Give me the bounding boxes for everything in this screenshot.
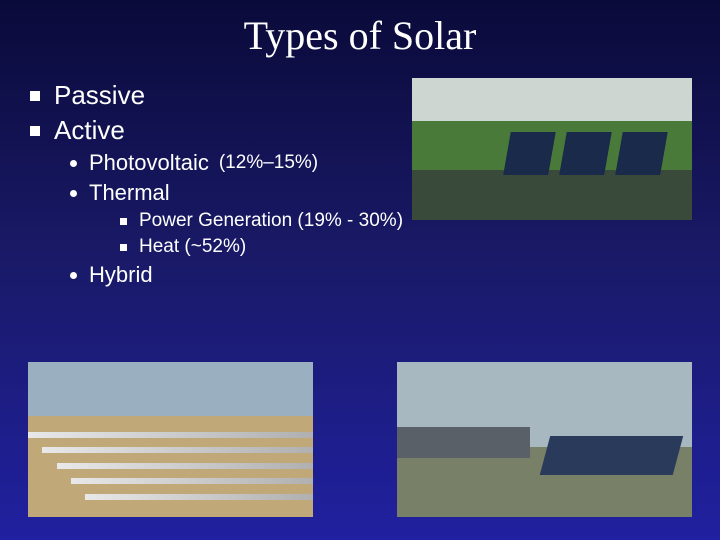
bullet-text: Thermal (89, 180, 170, 206)
square-bullet-icon (120, 244, 127, 251)
image-floating-pv (412, 78, 692, 220)
bullet-heat: Heat (~52%) (120, 236, 690, 258)
dot-bullet-icon (70, 272, 77, 279)
bullet-text: Photovoltaic (89, 150, 209, 176)
dot-bullet-icon (70, 160, 77, 167)
bullet-text: Passive (54, 80, 145, 111)
image-thermal-troughs (28, 362, 313, 517)
slide-title: Types of Solar (0, 0, 720, 59)
bullet-text: Hybrid (89, 262, 153, 288)
dot-bullet-icon (70, 190, 77, 197)
image-pv-array (397, 362, 692, 517)
square-bullet-icon (120, 218, 127, 225)
bullet-text: Power Generation (19% - 30%) (139, 210, 403, 232)
bullet-text: Heat (~52%) (139, 236, 246, 258)
bullet-hybrid: Hybrid (70, 262, 690, 288)
square-bullet-icon (30, 126, 40, 136)
efficiency-note: (12%–15%) (219, 152, 318, 174)
square-bullet-icon (30, 91, 40, 101)
bullet-text: Active (54, 115, 125, 146)
